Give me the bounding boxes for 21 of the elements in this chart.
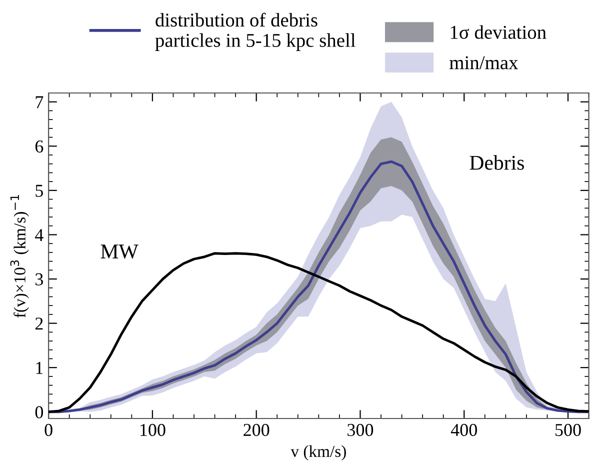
y-tick-label: 3 xyxy=(36,273,43,286)
y-tick-label: 4 xyxy=(35,229,44,241)
y-tick-label: 5 xyxy=(36,184,43,197)
legend-label: min/max xyxy=(450,56,518,70)
annotation: Debris xyxy=(470,155,524,170)
y-tick-label: 2 xyxy=(35,318,43,330)
x-tick-label: 100 xyxy=(140,424,166,436)
x-tick-label: 500 xyxy=(556,424,581,436)
y-tick-label: 0 xyxy=(35,406,44,418)
y-tick-label: 7 xyxy=(36,96,44,108)
x-tick-label: 300 xyxy=(348,424,374,436)
y-tick-label: 6 xyxy=(35,140,44,153)
x-tick-label: 200 xyxy=(244,424,270,436)
series-label: MW xyxy=(100,244,138,259)
y-axis-title: f(v)×10$^{3}$ (km/s)$^{−1}$ xyxy=(10,195,29,318)
x-axis-title: v (km/s) xyxy=(290,445,346,460)
x-tick-label: 0 xyxy=(44,424,52,436)
y-tick-label: 1 xyxy=(36,362,43,374)
legend-label: distribution of debris particles in 5-15 kpc shell xyxy=(155,12,356,51)
legend-label: 1σ deviation xyxy=(450,25,546,39)
x-tick-label: 400 xyxy=(450,424,477,436)
